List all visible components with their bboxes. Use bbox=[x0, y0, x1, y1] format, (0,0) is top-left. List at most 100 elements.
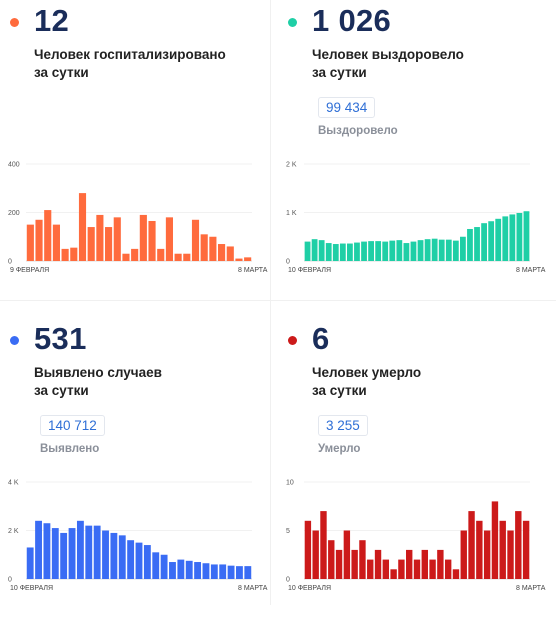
bar bbox=[169, 562, 176, 579]
bar bbox=[516, 212, 523, 261]
bar bbox=[468, 511, 475, 579]
big-number: 6 bbox=[312, 321, 330, 356]
bullet-dot bbox=[10, 18, 19, 27]
bar bbox=[476, 520, 483, 579]
bar bbox=[113, 217, 121, 261]
y-tick-label: 0 bbox=[286, 259, 290, 266]
stat-panel-hospitalized: 12 Человек госпитализировано за сутки 40… bbox=[0, 0, 270, 300]
bar bbox=[174, 253, 182, 261]
bar bbox=[347, 243, 353, 261]
total-label: Выздоровело bbox=[318, 125, 398, 137]
stat-panel-deaths: 6 Человек умерло за сутки 3 255 Умерло 1… bbox=[278, 318, 548, 618]
total-label: Умерло bbox=[318, 443, 361, 455]
bar bbox=[304, 241, 311, 261]
bar bbox=[244, 257, 252, 261]
bar bbox=[210, 564, 218, 579]
bar bbox=[177, 559, 185, 579]
bar bbox=[481, 223, 487, 261]
total-value-box: 140 712 bbox=[40, 415, 105, 436]
bar bbox=[148, 220, 156, 261]
description: Выявлено случаев за сутки bbox=[34, 364, 254, 400]
bar bbox=[85, 525, 93, 579]
bar bbox=[110, 532, 118, 579]
bar bbox=[304, 520, 312, 579]
bar bbox=[523, 211, 530, 261]
stat-panel-cases: 531 Выявлено случаев за сутки 140 712 Вы… bbox=[0, 318, 270, 618]
x-start-label: 10 ФЕВРАЛЯ bbox=[288, 267, 331, 274]
y-tick-label: 1 K bbox=[286, 210, 297, 217]
bar bbox=[499, 520, 506, 579]
x-end-label: 8 МАРТА bbox=[238, 267, 268, 274]
bar bbox=[444, 559, 452, 579]
bar bbox=[522, 520, 530, 579]
description-line-1: Выявлено случаев bbox=[34, 365, 162, 380]
bar bbox=[354, 242, 360, 261]
description-line-2: за сутки bbox=[312, 383, 367, 398]
bar bbox=[421, 549, 428, 579]
bar bbox=[139, 214, 147, 261]
bar bbox=[424, 239, 431, 261]
y-tick-label: 2 K bbox=[286, 162, 297, 169]
description-line-1: Человек госпитализировано bbox=[34, 47, 226, 62]
bar-chart: 4 K 2 K 010 ФЕВРАЛЯ 8 МАРТА bbox=[8, 480, 268, 593]
bar bbox=[417, 240, 424, 261]
bar bbox=[460, 530, 467, 579]
bar bbox=[160, 554, 168, 579]
bar bbox=[87, 227, 95, 261]
description: Человек выздоровело за сутки bbox=[312, 46, 532, 82]
bar bbox=[320, 511, 327, 579]
bar bbox=[374, 549, 382, 579]
y-tick-label: 0 bbox=[8, 577, 12, 584]
bar bbox=[152, 552, 160, 579]
bar bbox=[491, 501, 499, 579]
bar bbox=[368, 241, 374, 261]
bar bbox=[51, 528, 59, 579]
bar bbox=[61, 248, 69, 262]
bar bbox=[26, 547, 34, 579]
x-start-label: 10 ФЕВРАЛЯ bbox=[10, 585, 53, 592]
bar bbox=[351, 549, 358, 579]
bar bbox=[452, 569, 460, 579]
bar bbox=[218, 244, 226, 261]
vertical-divider bbox=[270, 0, 271, 605]
bar bbox=[26, 224, 34, 262]
bar bbox=[35, 219, 43, 261]
y-tick-label: 2 K bbox=[8, 528, 19, 535]
y-tick-label: 0 bbox=[286, 577, 290, 584]
bar bbox=[236, 566, 243, 579]
bar-chart: 2 K 1 K 010 ФЕВРАЛЯ 8 МАРТА bbox=[286, 162, 546, 275]
bar bbox=[328, 540, 335, 579]
bar bbox=[483, 530, 491, 579]
bar bbox=[70, 247, 78, 261]
bar bbox=[35, 520, 42, 579]
x-start-label: 10 ФЕВРАЛЯ bbox=[288, 585, 331, 592]
bar bbox=[44, 210, 52, 261]
bar bbox=[335, 549, 343, 579]
bar bbox=[403, 243, 410, 261]
big-number: 12 bbox=[34, 3, 70, 38]
bar bbox=[68, 528, 76, 579]
x-end-label: 8 МАРТА bbox=[516, 267, 546, 274]
bullet-dot bbox=[288, 336, 297, 345]
bar bbox=[495, 218, 502, 261]
bar bbox=[183, 253, 191, 261]
y-tick-label: 0 bbox=[8, 259, 12, 266]
bar bbox=[244, 566, 252, 579]
bar bbox=[194, 562, 202, 579]
bar bbox=[406, 549, 413, 579]
bar-chart: 10 5 010 ФЕВРАЛЯ 8 МАРТА bbox=[286, 480, 546, 593]
horizontal-divider bbox=[0, 300, 556, 301]
bar bbox=[105, 227, 113, 261]
bar bbox=[502, 216, 509, 261]
bar bbox=[143, 545, 151, 579]
bar bbox=[488, 221, 495, 261]
bar bbox=[209, 236, 217, 261]
bar bbox=[515, 511, 522, 579]
bar bbox=[382, 559, 390, 579]
bar bbox=[361, 241, 367, 261]
bar bbox=[165, 217, 173, 261]
bar bbox=[78, 193, 87, 261]
bar bbox=[118, 535, 126, 579]
bar bbox=[507, 530, 514, 579]
bar bbox=[474, 227, 480, 261]
